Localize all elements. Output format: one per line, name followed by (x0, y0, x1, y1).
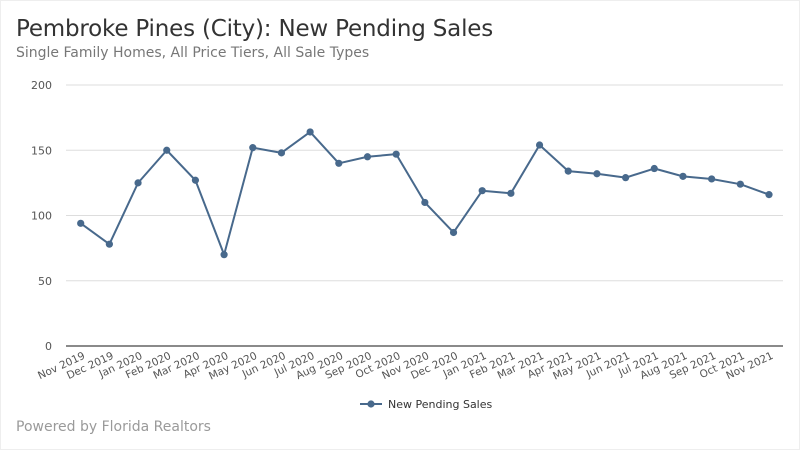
data-point[interactable] (77, 219, 85, 227)
data-point[interactable] (105, 240, 113, 248)
data-point[interactable] (363, 153, 372, 161)
legend[interactable]: New Pending Sales (360, 398, 493, 411)
chart-subtitle: Single Family Homes, All Price Tiers, Al… (16, 45, 370, 61)
y-tick-label: 50 (38, 275, 52, 288)
chart-title: Pembroke Pines (City): New Pending Sales (16, 16, 493, 42)
data-point[interactable] (507, 189, 515, 197)
y-tick-label: 0 (45, 340, 52, 353)
y-tick-label: 200 (31, 79, 52, 92)
data-point[interactable] (306, 128, 314, 136)
legend-marker-icon (367, 400, 375, 408)
data-point[interactable] (765, 191, 773, 199)
data-point[interactable] (220, 251, 228, 259)
data-point[interactable] (593, 170, 601, 178)
data-point[interactable] (736, 180, 744, 188)
y-tick-label: 100 (31, 210, 52, 223)
data-point[interactable] (449, 228, 458, 237)
gridlines (66, 84, 783, 347)
y-tick-label: 150 (31, 144, 52, 157)
data-point[interactable] (478, 187, 486, 195)
footer-credit: Powered by Florida Realtors (16, 419, 211, 435)
data-point[interactable] (679, 172, 687, 180)
data-point[interactable] (622, 174, 630, 182)
data-point[interactable] (535, 141, 544, 149)
data-point[interactable] (249, 144, 257, 152)
series-new-pending-sales[interactable] (77, 128, 773, 259)
data-point[interactable] (335, 159, 343, 167)
data-point[interactable] (650, 164, 658, 173)
data-point[interactable] (564, 167, 572, 175)
data-point[interactable] (134, 179, 142, 187)
y-axis: 0 50 100 150 200 (31, 79, 52, 353)
data-point[interactable] (392, 150, 400, 158)
data-point[interactable] (191, 176, 200, 184)
legend-label[interactable]: New Pending Sales (388, 398, 493, 411)
data-point[interactable] (163, 146, 171, 154)
data-point[interactable] (277, 149, 286, 157)
data-point[interactable] (708, 175, 716, 183)
data-point[interactable] (421, 198, 429, 207)
